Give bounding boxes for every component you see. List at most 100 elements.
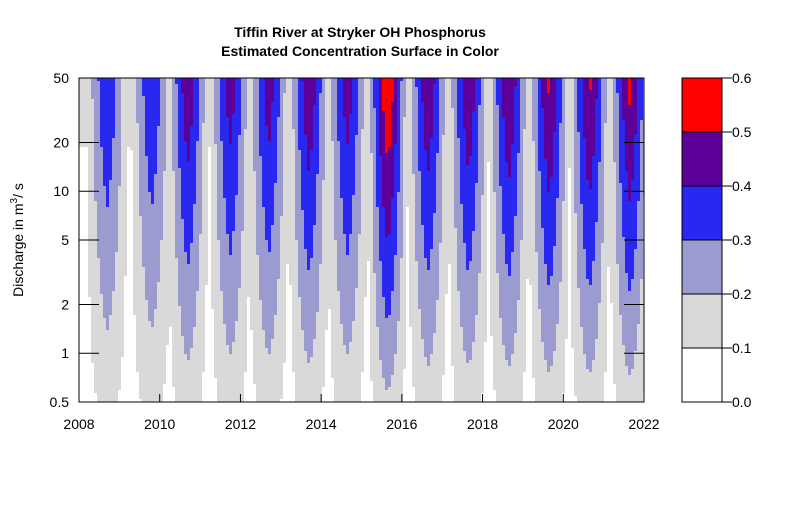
surface-cell (508, 276, 511, 366)
surface-cell (331, 141, 334, 378)
x-tick-label: 2012 (225, 416, 256, 432)
surface-cell (196, 78, 199, 141)
surface-cell (319, 264, 322, 402)
surface-cell (145, 78, 148, 156)
surface-cell (265, 348, 268, 402)
surface-cell (184, 141, 187, 252)
color-legend: 0.0 0.1 0.2 0.3 0.4 0.5 0.6 (681, 70, 752, 410)
surface-cell (268, 78, 271, 141)
surface-cell (493, 192, 496, 390)
surface-cell (187, 360, 190, 402)
surface-cell (253, 78, 256, 171)
surface-cell (628, 375, 631, 402)
surface-cell (379, 360, 382, 402)
surface-cell (439, 243, 442, 402)
surface-cell (586, 279, 589, 369)
surface-cell (274, 315, 277, 402)
surface-cell (235, 78, 238, 195)
surface-cell (454, 78, 457, 228)
surface-cell (349, 342, 352, 402)
x-tick-label: 2008 (63, 416, 94, 432)
surface-cell (592, 78, 595, 156)
surface-cell (337, 78, 340, 141)
legend-tick-label: 0.2 (732, 286, 752, 302)
surface-cell (265, 126, 268, 240)
surface-cell (412, 174, 415, 387)
surface-cell (532, 141, 535, 378)
surface-cell (94, 393, 97, 402)
surface-cell (121, 78, 124, 357)
surface-cell (238, 288, 241, 402)
surface-cell (283, 363, 286, 402)
surface-cell (343, 78, 346, 117)
surface-cell (100, 78, 103, 147)
surface-cell (307, 363, 310, 402)
surface-cell (514, 333, 517, 402)
surface-cell (292, 129, 295, 372)
surface-cell (139, 399, 142, 402)
surface-cell (595, 99, 598, 222)
surface-cell (259, 78, 262, 156)
surface-cell (337, 291, 340, 402)
surface-cell (307, 78, 310, 171)
surface-cell (262, 207, 265, 330)
surface-cell (172, 387, 175, 402)
surface-cell (544, 78, 547, 159)
surface-cell (79, 78, 82, 147)
surface-cell (574, 396, 577, 402)
surface-cell (394, 144, 397, 255)
surface-cell (511, 252, 514, 354)
surface-cell (403, 78, 406, 117)
surface-cell (427, 78, 430, 171)
surface-cell (100, 147, 103, 294)
surface-cell (274, 183, 277, 315)
surface-cell (130, 150, 133, 402)
surface-cell (238, 78, 241, 135)
surface-cell (124, 78, 127, 276)
surface-cell (253, 171, 256, 384)
surface-cell (508, 177, 511, 276)
surface-cell (433, 84, 436, 213)
surface-cell (625, 78, 628, 171)
surface-cell (178, 168, 181, 306)
surface-cell (340, 198, 343, 324)
surface-cell (313, 225, 316, 339)
surface-cell (607, 267, 610, 402)
surface-cell (547, 372, 550, 402)
surface-cell (220, 291, 223, 402)
surface-cell (268, 252, 271, 354)
surface-cell (322, 387, 325, 402)
surface-cell (232, 342, 235, 402)
surface-cell (130, 78, 133, 150)
surface-cell (349, 114, 352, 234)
surface-cell (367, 261, 370, 402)
surface-cell (373, 78, 376, 108)
surface-cell (343, 234, 346, 345)
surface-cell (229, 255, 232, 354)
surface-cell (424, 357, 427, 402)
surface-cell (100, 294, 103, 402)
surface-cell (199, 234, 202, 402)
surface-cell (142, 78, 145, 96)
surface-cell (574, 213, 577, 396)
surface-cell (238, 135, 241, 288)
surface-cell (541, 108, 544, 228)
surface-cell (271, 225, 274, 339)
surface-cell (544, 264, 547, 360)
x-tick-label: 2022 (628, 416, 659, 432)
surface-cell (550, 78, 553, 177)
surface-cell (553, 78, 556, 132)
surface-cell (256, 78, 259, 255)
surface-cell (112, 291, 115, 402)
surface-cell (499, 318, 502, 402)
surface-cell (427, 171, 430, 270)
surface-cell (472, 231, 475, 342)
surface-cell (331, 78, 334, 141)
surface-cell (433, 213, 436, 333)
surface-cell (631, 78, 634, 180)
surface-cell (502, 117, 505, 234)
surface-cell (430, 138, 433, 249)
surface-cell (526, 78, 529, 279)
y-tick-label: 5 (61, 232, 69, 248)
surface-cell (169, 78, 172, 327)
